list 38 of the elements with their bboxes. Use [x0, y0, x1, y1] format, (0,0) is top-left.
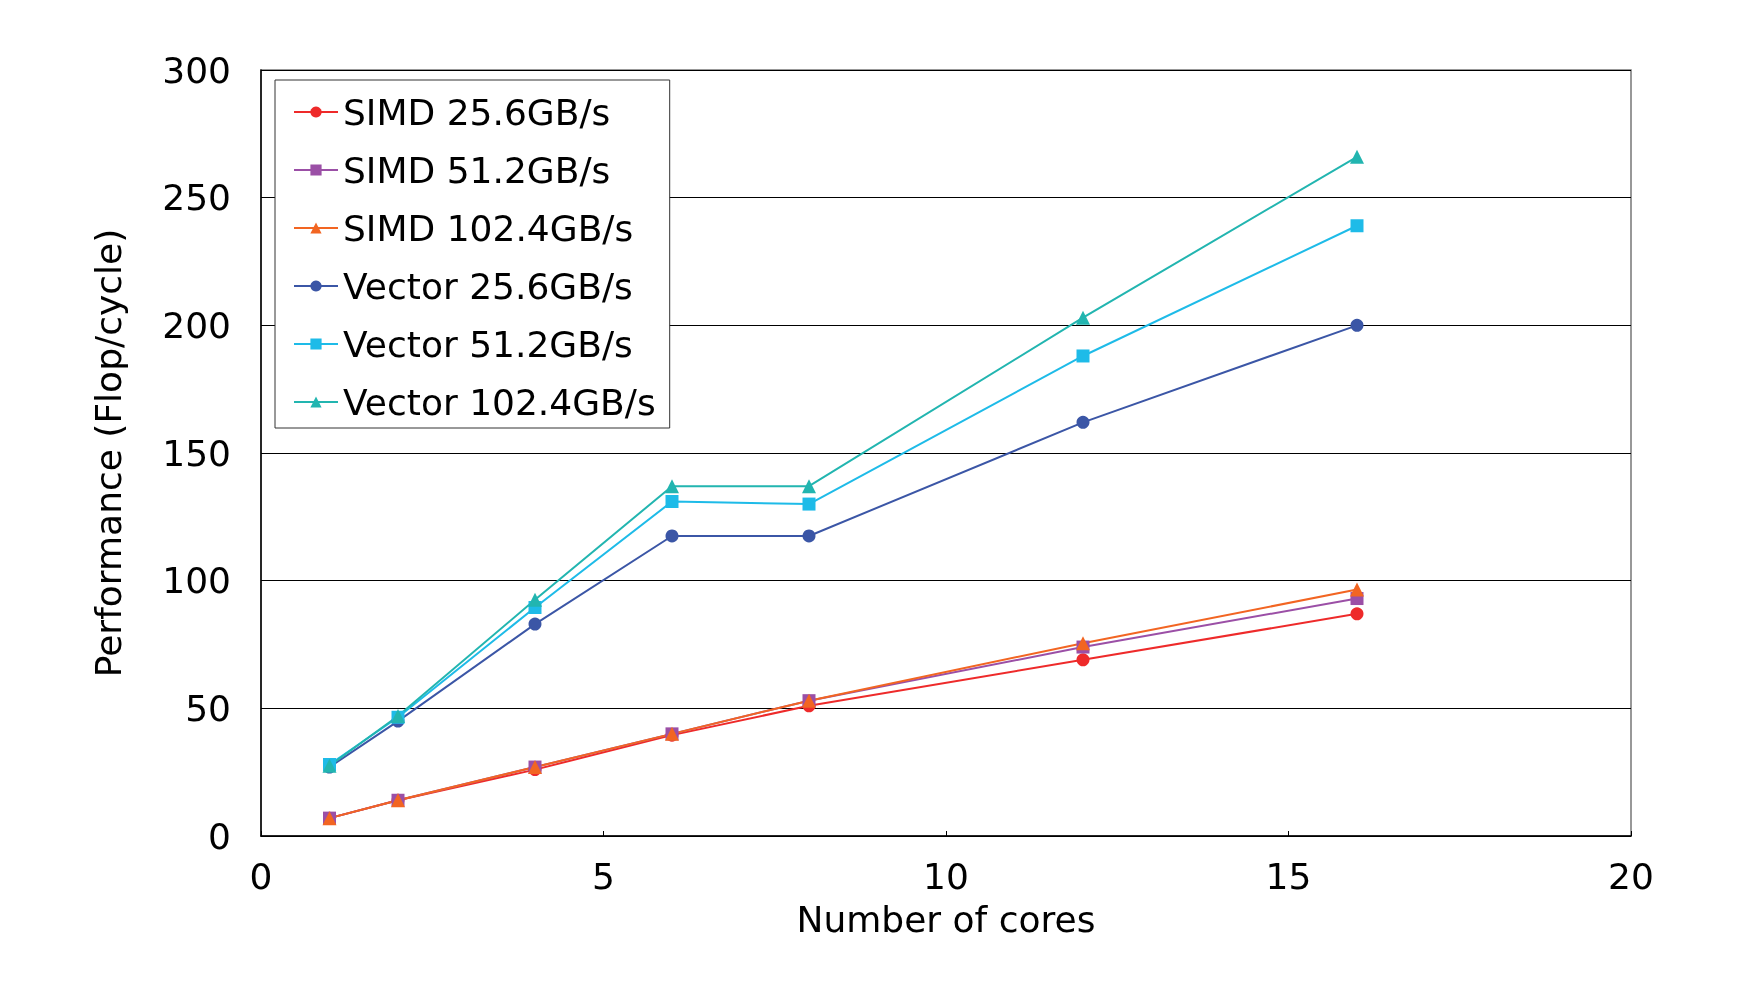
x-tick-label: 0 — [249, 855, 273, 897]
point — [802, 479, 816, 494]
legend-label: Vector 102.4GB/s — [343, 381, 656, 423]
point — [528, 592, 542, 607]
legend-label: Vector 51.2GB/s — [343, 323, 633, 365]
legend-label: Vector 25.6GB/s — [343, 265, 633, 307]
point — [665, 495, 679, 509]
x-axis-title: Number of cores — [796, 898, 1096, 940]
y-tick-label: 100 — [162, 560, 231, 602]
y-tick-label: 0 — [208, 815, 231, 857]
point — [1076, 653, 1090, 667]
point — [528, 617, 542, 631]
y-tick-label: 50 — [185, 687, 231, 729]
legend-label: SIMD 25.6GB/s — [343, 91, 611, 133]
y-tick-label: 200 — [162, 304, 231, 346]
y-tick-label: 150 — [162, 432, 231, 474]
point — [1350, 219, 1364, 233]
y-tick-label: 300 — [162, 49, 231, 91]
point — [1076, 415, 1090, 429]
point — [802, 497, 816, 511]
point — [665, 479, 679, 494]
point — [1350, 149, 1364, 164]
point — [1350, 318, 1364, 332]
legend-label: SIMD 102.4GB/s — [343, 207, 634, 249]
y-tick-label: 250 — [162, 177, 231, 219]
x-tick-label: 20 — [1608, 855, 1654, 897]
y-axis-title: Performance (Flop/cycle) — [87, 228, 129, 678]
point — [665, 529, 679, 543]
point — [1350, 582, 1364, 597]
point — [802, 529, 816, 543]
point — [1076, 310, 1090, 325]
point — [1076, 349, 1090, 363]
x-tick-label: 15 — [1265, 855, 1312, 897]
point — [1076, 636, 1090, 651]
point — [1350, 607, 1364, 621]
x-tick-label: 5 — [592, 855, 615, 897]
legend-label: SIMD 51.2GB/s — [343, 149, 611, 191]
x-tick-label: 10 — [923, 855, 969, 897]
